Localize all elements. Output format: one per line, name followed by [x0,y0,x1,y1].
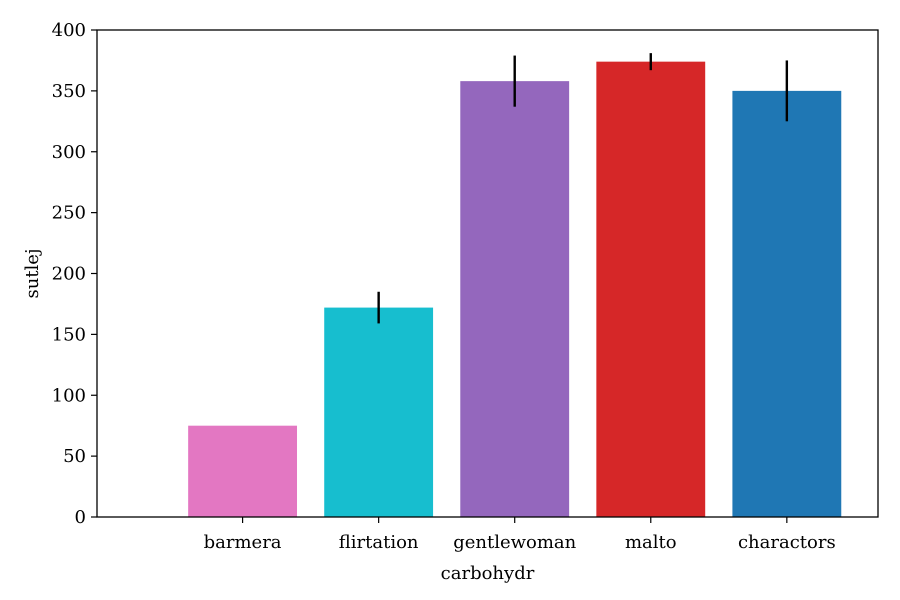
y-tick-label-350: 350 [52,81,86,102]
y-tick-label-400: 400 [52,20,86,41]
bar-flirtation [324,307,434,517]
bars-group [188,61,842,517]
y-axis: 0 50 100 150 200 250 300 350 400 [52,20,97,528]
bar-charactors [732,90,842,517]
y-tick-label-250: 250 [52,203,86,224]
x-tick-label-barmera: barmera [204,532,282,553]
x-axis-label: carbohydr [441,563,535,584]
y-tick-label-0: 0 [75,507,86,528]
y-tick-label-50: 50 [63,446,86,467]
bar-malto [596,61,706,517]
x-tick-label-charactors: charactors [738,532,836,553]
y-tick-label-300: 300 [52,142,86,163]
x-axis: barmera flirtation gentlewoman malto charact… [204,517,836,553]
bar-barmera [188,425,298,517]
y-tick-label-150: 150 [52,324,86,345]
x-tick-label-malto: malto [625,532,677,553]
y-tick-label-100: 100 [52,385,86,406]
x-tick-label-flirtation: flirtation [339,532,419,553]
y-axis-label: sutlej [22,248,43,298]
x-tick-label-gentlewoman: gentlewoman [453,532,576,553]
error-bars-group [377,53,789,324]
bar-gentlewoman [460,81,570,517]
y-tick-label-200: 200 [52,264,86,285]
